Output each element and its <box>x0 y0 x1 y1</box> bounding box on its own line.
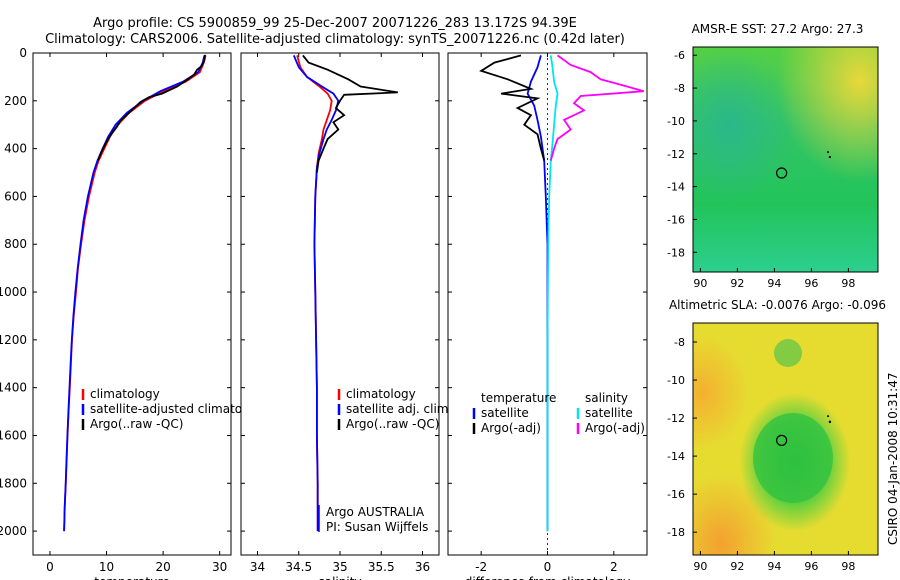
x-tick-label: 20 <box>155 560 170 574</box>
map-x-tick-label: 98 <box>841 560 855 573</box>
x-axis-label: difference from climatology <box>465 575 631 580</box>
track-dot <box>827 151 830 154</box>
map-panel-sla: Altimetric SLA: -0.0076 Argo: -0.096 90 92… <box>667 298 886 573</box>
x-tick-label: 2 <box>610 560 618 574</box>
track-dot <box>828 420 832 424</box>
y-tick-label: 1400 <box>0 381 27 395</box>
y-tick-label: 400 <box>4 142 27 156</box>
annotation-text: PI: Susan Wijffels <box>326 520 428 534</box>
map-frame <box>692 322 879 556</box>
map-y-tick-label: -14 <box>667 181 685 194</box>
map-y-tick-label: -8 <box>674 336 685 349</box>
y-tick-label: 1000 <box>0 285 27 299</box>
timestamp-stamp: CSIRO 04-Jan-2008 10:31:47 <box>886 373 900 545</box>
x-tick-label: 0 <box>46 560 54 574</box>
x-tick-label: 0 <box>544 560 552 574</box>
map-y-tick-label: -18 <box>667 246 685 259</box>
map-y-tick-label: -10 <box>667 115 685 128</box>
argo-float-marker <box>776 167 788 179</box>
legend-label: satellite <box>481 406 529 420</box>
legend-label: Argo(-adj) <box>585 421 645 435</box>
y-tick-label: 600 <box>4 189 27 203</box>
legend-group-label: salinity <box>585 391 628 405</box>
map-x-tick-label: 92 <box>730 277 744 290</box>
map-field-layer <box>693 47 878 272</box>
plot-frame <box>240 52 440 556</box>
series-line-salinity-satellite <box>546 55 559 532</box>
x-tick-label: 34.5 <box>285 560 312 574</box>
legend-label: satellite <box>585 406 633 420</box>
map-frame <box>692 46 879 273</box>
plot-frame <box>32 52 232 556</box>
legend-label: Argo(..raw -QC) <box>90 417 183 431</box>
map-panel-sst: AMSR-E SST: 27.2 Argo: 27.3 90 92 94 96 98 -6 -… <box>667 22 879 290</box>
profile-panel-difference: -2 0 2difference from climatology temperatu… <box>447 52 648 580</box>
x-tick-label: -2 <box>475 560 487 574</box>
x-tick-label: 10 <box>99 560 114 574</box>
map-y-tick-label: -14 <box>667 450 685 463</box>
map-y-tick-label: -10 <box>667 374 685 387</box>
figure-title-line2: Climatology: CARS2006. Satellite-adjuste… <box>45 32 625 47</box>
legend-label: Argo(-adj) <box>481 421 541 435</box>
x-tick-label: 36 <box>415 560 430 574</box>
y-tick-label: 1800 <box>0 476 27 490</box>
legend-label: satellite adj. clim. <box>346 402 452 416</box>
map-y-tick-label: -8 <box>674 82 685 95</box>
x-axis-label: salinity <box>318 575 361 580</box>
map-y-tick-label: -16 <box>667 488 685 501</box>
map-y-tick-label: -18 <box>667 526 685 539</box>
legend-label: Argo(..raw -QC) <box>346 417 439 431</box>
y-tick-label: 2000 <box>0 524 27 538</box>
series-line-argo-raw-qc- <box>97 54 206 161</box>
map-x-tick-label: 92 <box>730 560 744 573</box>
x-tick-label: 34 <box>250 560 265 574</box>
map-y-tick-label: -12 <box>667 412 685 425</box>
y-tick-label: 1600 <box>0 428 27 442</box>
y-tick-label: 800 <box>4 237 27 251</box>
y-tick-label: 1200 <box>0 333 27 347</box>
map-x-tick-label: 90 <box>693 560 707 573</box>
argo-float-marker <box>776 434 788 446</box>
map-x-tick-label: 98 <box>841 277 855 290</box>
x-tick-label: 30 <box>212 560 227 574</box>
series-line-salinity-argo-adj- <box>549 54 644 161</box>
map-x-tick-label: 94 <box>767 560 781 573</box>
series-line-argo-raw-qc- <box>302 54 398 173</box>
map-x-tick-label: 90 <box>693 277 707 290</box>
legend-group-label: temperature <box>481 391 556 405</box>
sla-low-patch <box>753 413 833 503</box>
map-y-tick-label: -16 <box>667 213 685 226</box>
map-y-tick-label: -12 <box>667 148 685 161</box>
series-line-satellite-adj-clim- <box>292 55 340 532</box>
track-dot <box>828 155 832 159</box>
y-tick-label: 0 <box>19 46 27 60</box>
map-title: Altimetric SLA: -0.0076 Argo: -0.096 <box>669 298 886 312</box>
annotation-text: Argo AUSTRALIA <box>326 505 425 519</box>
profile-panel-temperature: 0 10 20 30 0 200 400 600 800 1000 1200 1400 1600 1800… <box>0 46 268 580</box>
figure-title-line1: Argo profile: CS 5900859_99 25-Dec-2007 … <box>93 16 577 31</box>
x-axis-label: temperature <box>94 575 169 580</box>
series-line-temperature-argo-adj- <box>479 54 546 161</box>
x-tick-label: 35.5 <box>368 560 395 574</box>
series-line-satellite-adjusted-climatology <box>63 55 206 532</box>
map-x-tick-label: 96 <box>804 560 818 573</box>
track-dot <box>827 415 830 418</box>
map-title: AMSR-E SST: 27.2 Argo: 27.3 <box>692 22 864 36</box>
map-y-tick-label: -6 <box>674 49 685 62</box>
legend-label: satellite-adjusted climatology <box>90 402 268 416</box>
map-x-tick-label: 96 <box>804 277 818 290</box>
legend-label: climatology <box>90 387 160 401</box>
y-tick-label: 200 <box>4 94 27 108</box>
legend-label: climatology <box>346 387 416 401</box>
map-x-tick-label: 94 <box>767 277 781 290</box>
profile-panel-salinity: 34 34.5 35 35.5 36 salinity climatologysatelli… <box>240 52 452 580</box>
x-tick-label: 35 <box>332 560 347 574</box>
sla-low-patch <box>774 339 802 367</box>
